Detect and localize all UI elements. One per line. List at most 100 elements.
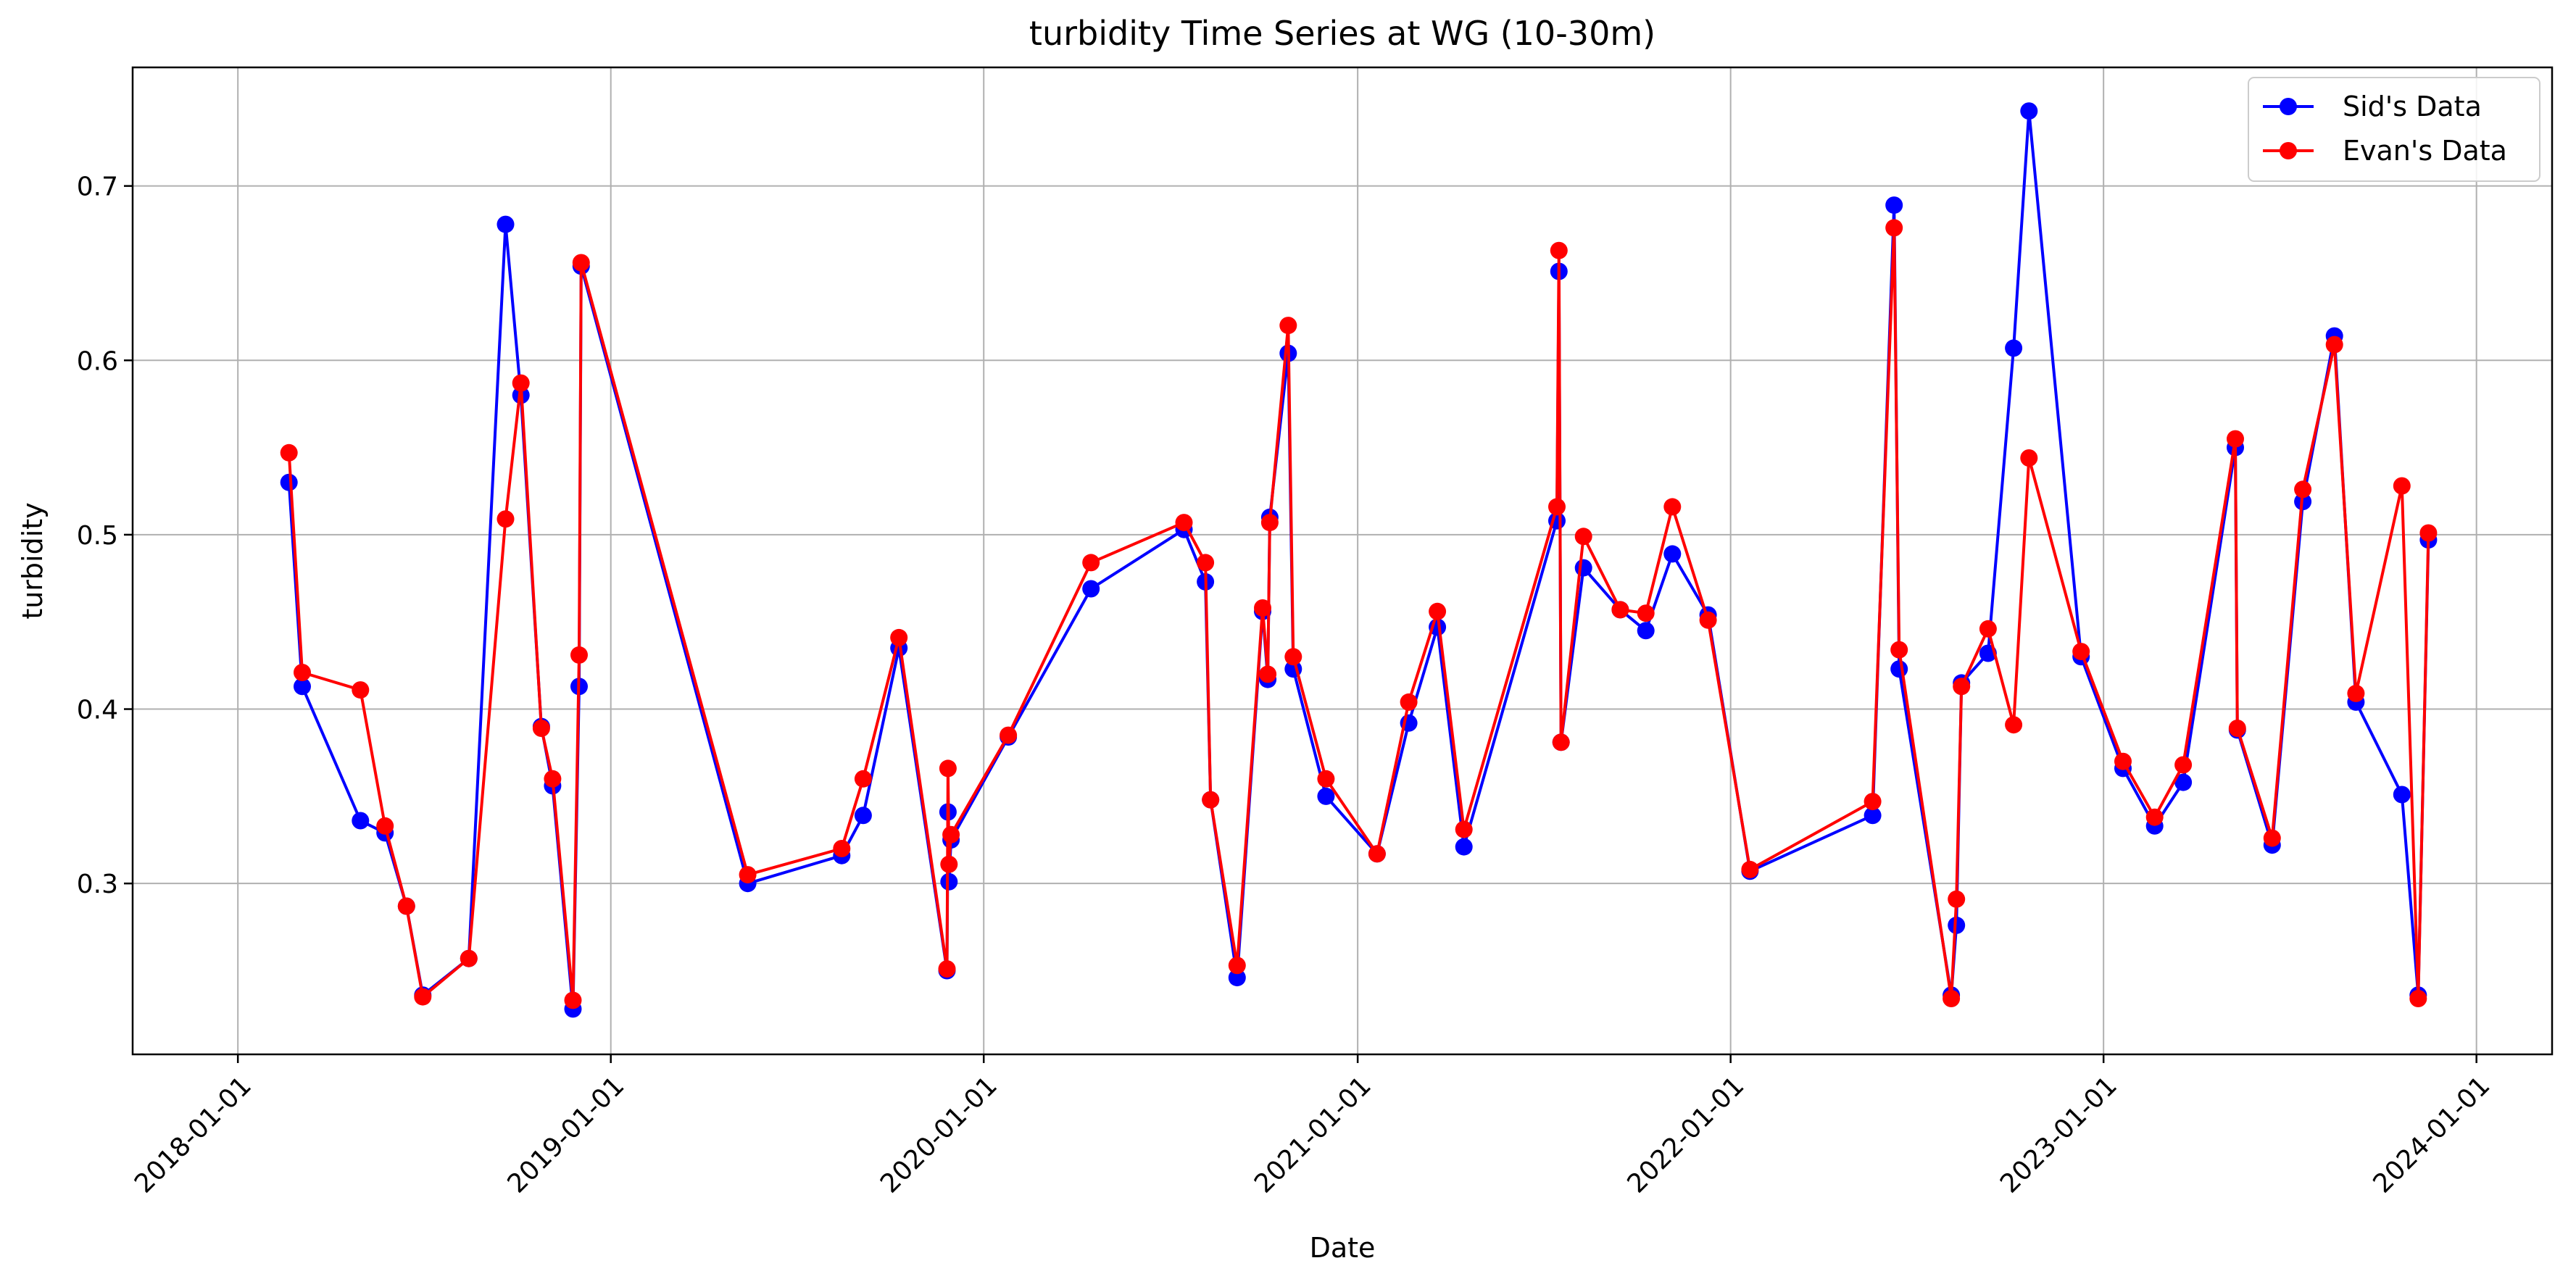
chart-title: turbidity Time Series at WG (10-30m) — [1029, 14, 1655, 53]
legend-marker-sids-data — [2280, 98, 2297, 115]
data-point-sid-s-data — [1228, 969, 1246, 987]
data-point-evan-s-data — [1979, 620, 1997, 638]
plot-area-frame — [131, 66, 2554, 1056]
data-point-evan-s-data — [1663, 498, 1682, 516]
data-point-evan-s-data — [1455, 820, 1473, 838]
data-point-sid-s-data — [294, 678, 311, 696]
y-axis-label: turbidity — [17, 502, 49, 619]
data-point-evan-s-data — [280, 443, 298, 462]
data-point-evan-s-data — [397, 897, 415, 915]
data-point-evan-s-data — [564, 991, 582, 1009]
data-point-evan-s-data — [942, 825, 960, 843]
data-point-sid-s-data — [940, 872, 958, 891]
data-point-evan-s-data — [739, 866, 757, 884]
legend: Sid's Data Evan's Data — [2248, 77, 2540, 182]
data-point-evan-s-data — [294, 664, 311, 681]
legend-label-sids-data: Sid's Data — [2343, 91, 2482, 122]
data-point-evan-s-data — [532, 720, 550, 737]
data-point-evan-s-data — [1741, 860, 1759, 878]
data-point-evan-s-data — [2419, 524, 2438, 542]
data-point-evan-s-data — [938, 960, 956, 978]
grid — [133, 67, 2552, 1054]
y-tick-label: 0.6 — [77, 346, 118, 376]
data-point-evan-s-data — [1228, 957, 1246, 975]
data-point-evan-s-data — [1574, 528, 1592, 546]
data-point-evan-s-data — [570, 646, 588, 664]
data-point-evan-s-data — [1000, 726, 1018, 744]
data-point-evan-s-data — [2174, 756, 2193, 774]
data-point-evan-s-data — [2393, 477, 2411, 495]
data-point-evan-s-data — [2263, 829, 2281, 847]
data-point-sid-s-data — [1885, 196, 1903, 214]
data-point-sid-s-data — [854, 807, 872, 825]
data-point-evan-s-data — [939, 759, 957, 778]
data-point-evan-s-data — [1368, 845, 1386, 863]
data-point-evan-s-data — [1202, 791, 1220, 809]
data-point-evan-s-data — [414, 988, 432, 1006]
data-point-sid-s-data — [2005, 339, 2023, 357]
data-point-evan-s-data — [2294, 480, 2312, 499]
y-axis: 0.3 0.4 0.5 0.6 0.7 — [77, 172, 133, 899]
data-point-evan-s-data — [1259, 665, 1277, 683]
data-point-sid-s-data — [2020, 102, 2038, 120]
data-point-sid-s-data — [1890, 660, 1908, 678]
data-point-sid-s-data — [496, 215, 515, 233]
data-point-evan-s-data — [1864, 793, 1882, 811]
data-point-evan-s-data — [2145, 808, 2164, 826]
data-point-evan-s-data — [1254, 599, 1271, 617]
data-point-evan-s-data — [1890, 641, 1908, 659]
data-point-evan-s-data — [1948, 890, 1966, 908]
data-point-evan-s-data — [833, 840, 851, 857]
data-point-evan-s-data — [1552, 733, 1570, 751]
data-point-evan-s-data — [352, 681, 370, 699]
data-point-evan-s-data — [572, 254, 590, 272]
data-point-evan-s-data — [1175, 514, 1193, 532]
y-tick-label: 0.4 — [77, 696, 118, 725]
data-point-evan-s-data — [1550, 241, 1568, 259]
data-point-evan-s-data — [1197, 554, 1215, 572]
data-point-evan-s-data — [1082, 554, 1100, 572]
y-tick-label: 0.7 — [77, 172, 118, 202]
data-point-evan-s-data — [2072, 643, 2090, 661]
data-point-evan-s-data — [854, 770, 872, 788]
data-point-evan-s-data — [1548, 498, 1566, 516]
y-tick-label: 0.5 — [77, 521, 118, 551]
data-point-evan-s-data — [1279, 317, 1297, 335]
series-layer — [280, 102, 2438, 1018]
data-point-sid-s-data — [1663, 545, 1682, 563]
data-point-sid-s-data — [1082, 580, 1100, 598]
data-point-evan-s-data — [1885, 219, 1903, 237]
data-point-evan-s-data — [544, 770, 562, 788]
data-point-evan-s-data — [2114, 752, 2132, 770]
data-point-evan-s-data — [1317, 770, 1335, 788]
data-point-evan-s-data — [1637, 604, 1655, 622]
data-point-evan-s-data — [1284, 648, 1302, 666]
data-point-evan-s-data — [376, 817, 394, 835]
data-point-evan-s-data — [2325, 336, 2343, 354]
data-point-evan-s-data — [2227, 430, 2244, 448]
data-point-sid-s-data — [280, 473, 298, 491]
data-point-evan-s-data — [2005, 716, 2023, 734]
data-point-evan-s-data — [460, 949, 478, 967]
data-point-sid-s-data — [2393, 786, 2411, 804]
data-point-evan-s-data — [2228, 720, 2246, 737]
data-point-evan-s-data — [1943, 990, 1961, 1007]
x-axis-label: Date — [1310, 1232, 1376, 1264]
data-point-evan-s-data — [2020, 449, 2038, 467]
data-point-sid-s-data — [1574, 559, 1592, 577]
legend-box — [2248, 77, 2540, 182]
data-point-evan-s-data — [1611, 601, 1629, 619]
data-point-evan-s-data — [1699, 611, 1717, 629]
data-point-evan-s-data — [1953, 678, 1971, 696]
data-point-sid-s-data — [1317, 787, 1335, 805]
data-point-evan-s-data — [2409, 990, 2427, 1007]
y-tick-label: 0.3 — [77, 870, 118, 899]
data-point-sid-s-data — [1864, 807, 1882, 825]
data-point-evan-s-data — [890, 628, 908, 646]
data-point-sid-s-data — [2174, 773, 2193, 791]
data-point-sid-s-data — [1637, 622, 1655, 640]
data-point-evan-s-data — [2347, 684, 2365, 702]
